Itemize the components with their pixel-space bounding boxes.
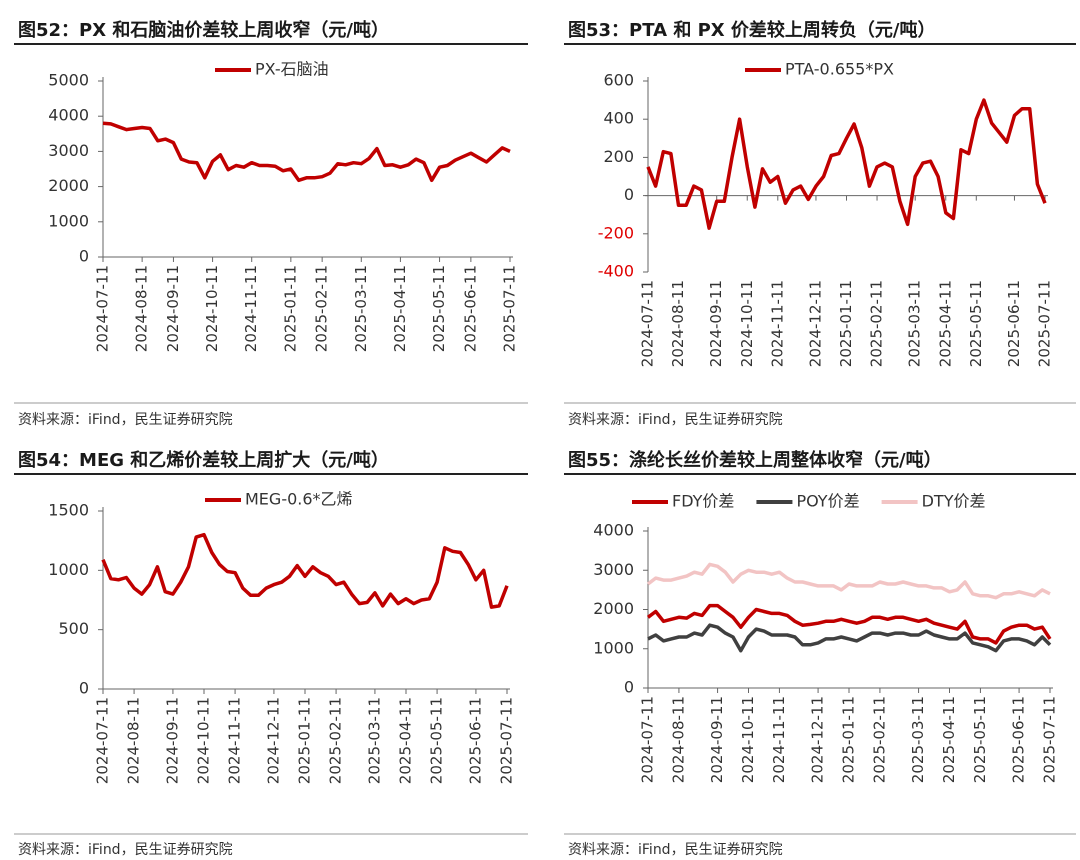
x-tick-label: 2024-08-11: [669, 280, 687, 367]
legend-label: DTY价差: [922, 492, 986, 511]
x-tick-label: 2025-01-11: [296, 697, 314, 784]
x-tick-label: 2025-02-11: [868, 280, 886, 367]
x-tick-label: 2025-02-11: [870, 696, 888, 783]
x-tick-label: 2024-07-11: [94, 265, 112, 352]
x-tick-label: 2025-06-11: [466, 697, 484, 784]
x-tick-label: 2024-10-11: [739, 696, 757, 783]
x-tick-label: 2025-05-11: [430, 265, 448, 352]
x-tick-label: 2024-07-11: [639, 696, 657, 783]
x-tick-label: 2024-12-11: [264, 697, 282, 784]
y-tick-label: 0: [624, 185, 634, 204]
y-tick-label: 1500: [48, 501, 89, 520]
x-tick-label: 2025-06-11: [461, 265, 479, 352]
source: 资料来源：iFind，民生证券研究院: [568, 842, 783, 858]
x-tick-label: 2024-07-11: [94, 697, 112, 784]
x-tick-label: 2025-01-11: [281, 265, 299, 352]
y-tick-label: 1000: [48, 211, 89, 230]
y-tick-label: 4000: [593, 521, 634, 540]
legend-label: POY价差: [796, 492, 859, 511]
panel: 图52：PX 和石脑油价差较上周收窄（元/吨） 资料来源：iFind，民生证券研…: [14, 19, 528, 428]
x-tick-label: 2025-02-11: [313, 265, 331, 352]
y-tick-label: 5000: [48, 71, 89, 90]
x-tick-label: 2025-05-11: [967, 280, 985, 367]
x-tick-label: 2024-09-11: [708, 696, 726, 783]
x-tick-label: 2025-04-11: [940, 696, 958, 783]
source: 资料来源：iFind，民生证券研究院: [18, 412, 233, 428]
series-line: [647, 623, 1052, 653]
x-tick-label: 2024-09-11: [164, 265, 182, 352]
x-tick-label: 2024-08-11: [125, 697, 143, 784]
source: 资料来源：iFind，民生证券研究院: [18, 842, 233, 858]
series-line: [101, 532, 509, 609]
panel: 图53：PTA 和 PX 价差较上周转负（元/吨） 资料来源：iFind，民生证…: [564, 19, 1076, 428]
chart-title: 图53：PTA 和 PX 价差较上周转负（元/吨）: [568, 19, 936, 41]
x-tick-label: 2025-03-11: [352, 265, 370, 352]
y-tick-label: 400: [603, 109, 634, 128]
x-tick-label: 2024-09-11: [707, 280, 725, 367]
x-tick-label: 2025-04-11: [391, 265, 409, 352]
y-tick-label: -400: [598, 262, 634, 281]
x-tick-label: 2024-08-11: [669, 696, 687, 783]
series-line: [646, 98, 1047, 230]
x-tick-label: 2025-03-11: [909, 696, 927, 783]
legend-label: FDY价差: [672, 492, 734, 511]
x-tick-label: 2024-10-11: [738, 280, 756, 367]
panel: 图55：涤纶长丝价差较上周整体收窄（元/吨） 资料来源：iFind，民生证券研究…: [564, 449, 1076, 858]
y-tick-label: 2000: [48, 176, 89, 195]
x-tick-label: 2024-10-11: [195, 697, 213, 784]
y-tick-label: 4000: [48, 106, 89, 125]
y-tick-label: 0: [624, 678, 634, 697]
x-tick-label: 2025-07-11: [1041, 696, 1059, 783]
chart-title: 图54：MEG 和乙烯价差较上周扩大（元/吨）: [18, 449, 389, 471]
x-tick-label: 2024-11-11: [242, 265, 260, 352]
x-tick-label: 2025-01-11: [840, 696, 858, 783]
x-tick-label: 2024-12-11: [806, 280, 824, 367]
x-tick-label: 2025-07-11: [498, 697, 516, 784]
x-tick-label: 2025-06-11: [1010, 696, 1028, 783]
y-tick-label: 0: [79, 679, 89, 698]
panel: 图54：MEG 和乙烯价差较上周扩大（元/吨） 资料来源：iFind，民生证券研…: [14, 449, 528, 858]
y-tick-label: 500: [58, 619, 89, 638]
x-tick-label: 2025-07-11: [501, 265, 519, 352]
y-tick-label: 0: [79, 247, 89, 266]
x-tick-label: 2025-05-11: [428, 697, 446, 784]
x-tick-label: 2025-01-11: [837, 280, 855, 367]
series-line: [646, 562, 1051, 600]
chart-title: 图52：PX 和石脑油价差较上周收窄（元/吨）: [18, 19, 389, 41]
y-tick-label: 1000: [593, 638, 634, 657]
y-tick-label: 3000: [48, 141, 89, 160]
source: 资料来源：iFind，民生证券研究院: [568, 412, 783, 428]
x-tick-label: 2025-04-11: [397, 697, 415, 784]
x-tick-label: 2024-10-11: [203, 265, 221, 352]
series-line: [646, 603, 1052, 645]
series-line: [102, 121, 511, 183]
x-tick-label: 2024-07-11: [639, 280, 657, 367]
x-tick-label: 2025-04-11: [936, 280, 954, 367]
x-tick-label: 2024-11-11: [770, 696, 788, 783]
x-tick-label: 2025-07-11: [1036, 280, 1054, 367]
x-tick-label: 2025-06-11: [1005, 280, 1023, 367]
y-tick-label: 3000: [593, 560, 634, 579]
x-tick-label: 2024-11-11: [768, 280, 786, 367]
x-tick-label: 2024-08-11: [133, 265, 151, 352]
y-tick-label: 1000: [48, 560, 89, 579]
y-tick-label: 200: [603, 147, 634, 166]
x-tick-label: 2025-03-11: [906, 280, 924, 367]
x-tick-label: 2024-09-11: [163, 697, 181, 784]
legend-label: PX-石脑油: [255, 60, 329, 79]
x-tick-label: 2024-11-11: [226, 697, 244, 784]
legend-label: PTA-0.655*PX: [785, 60, 894, 79]
y-tick-label: -200: [598, 223, 634, 242]
x-tick-label: 2025-02-11: [327, 697, 345, 784]
chart-title: 图55：涤纶长丝价差较上周整体收窄（元/吨）: [568, 449, 942, 471]
x-tick-label: 2025-03-11: [365, 697, 383, 784]
y-tick-label: 2000: [593, 599, 634, 618]
y-tick-label: 600: [603, 71, 634, 90]
x-tick-label: 2024-12-11: [809, 696, 827, 783]
x-tick-label: 2025-05-11: [971, 696, 989, 783]
legend-label: MEG-0.6*乙烯: [245, 490, 353, 509]
